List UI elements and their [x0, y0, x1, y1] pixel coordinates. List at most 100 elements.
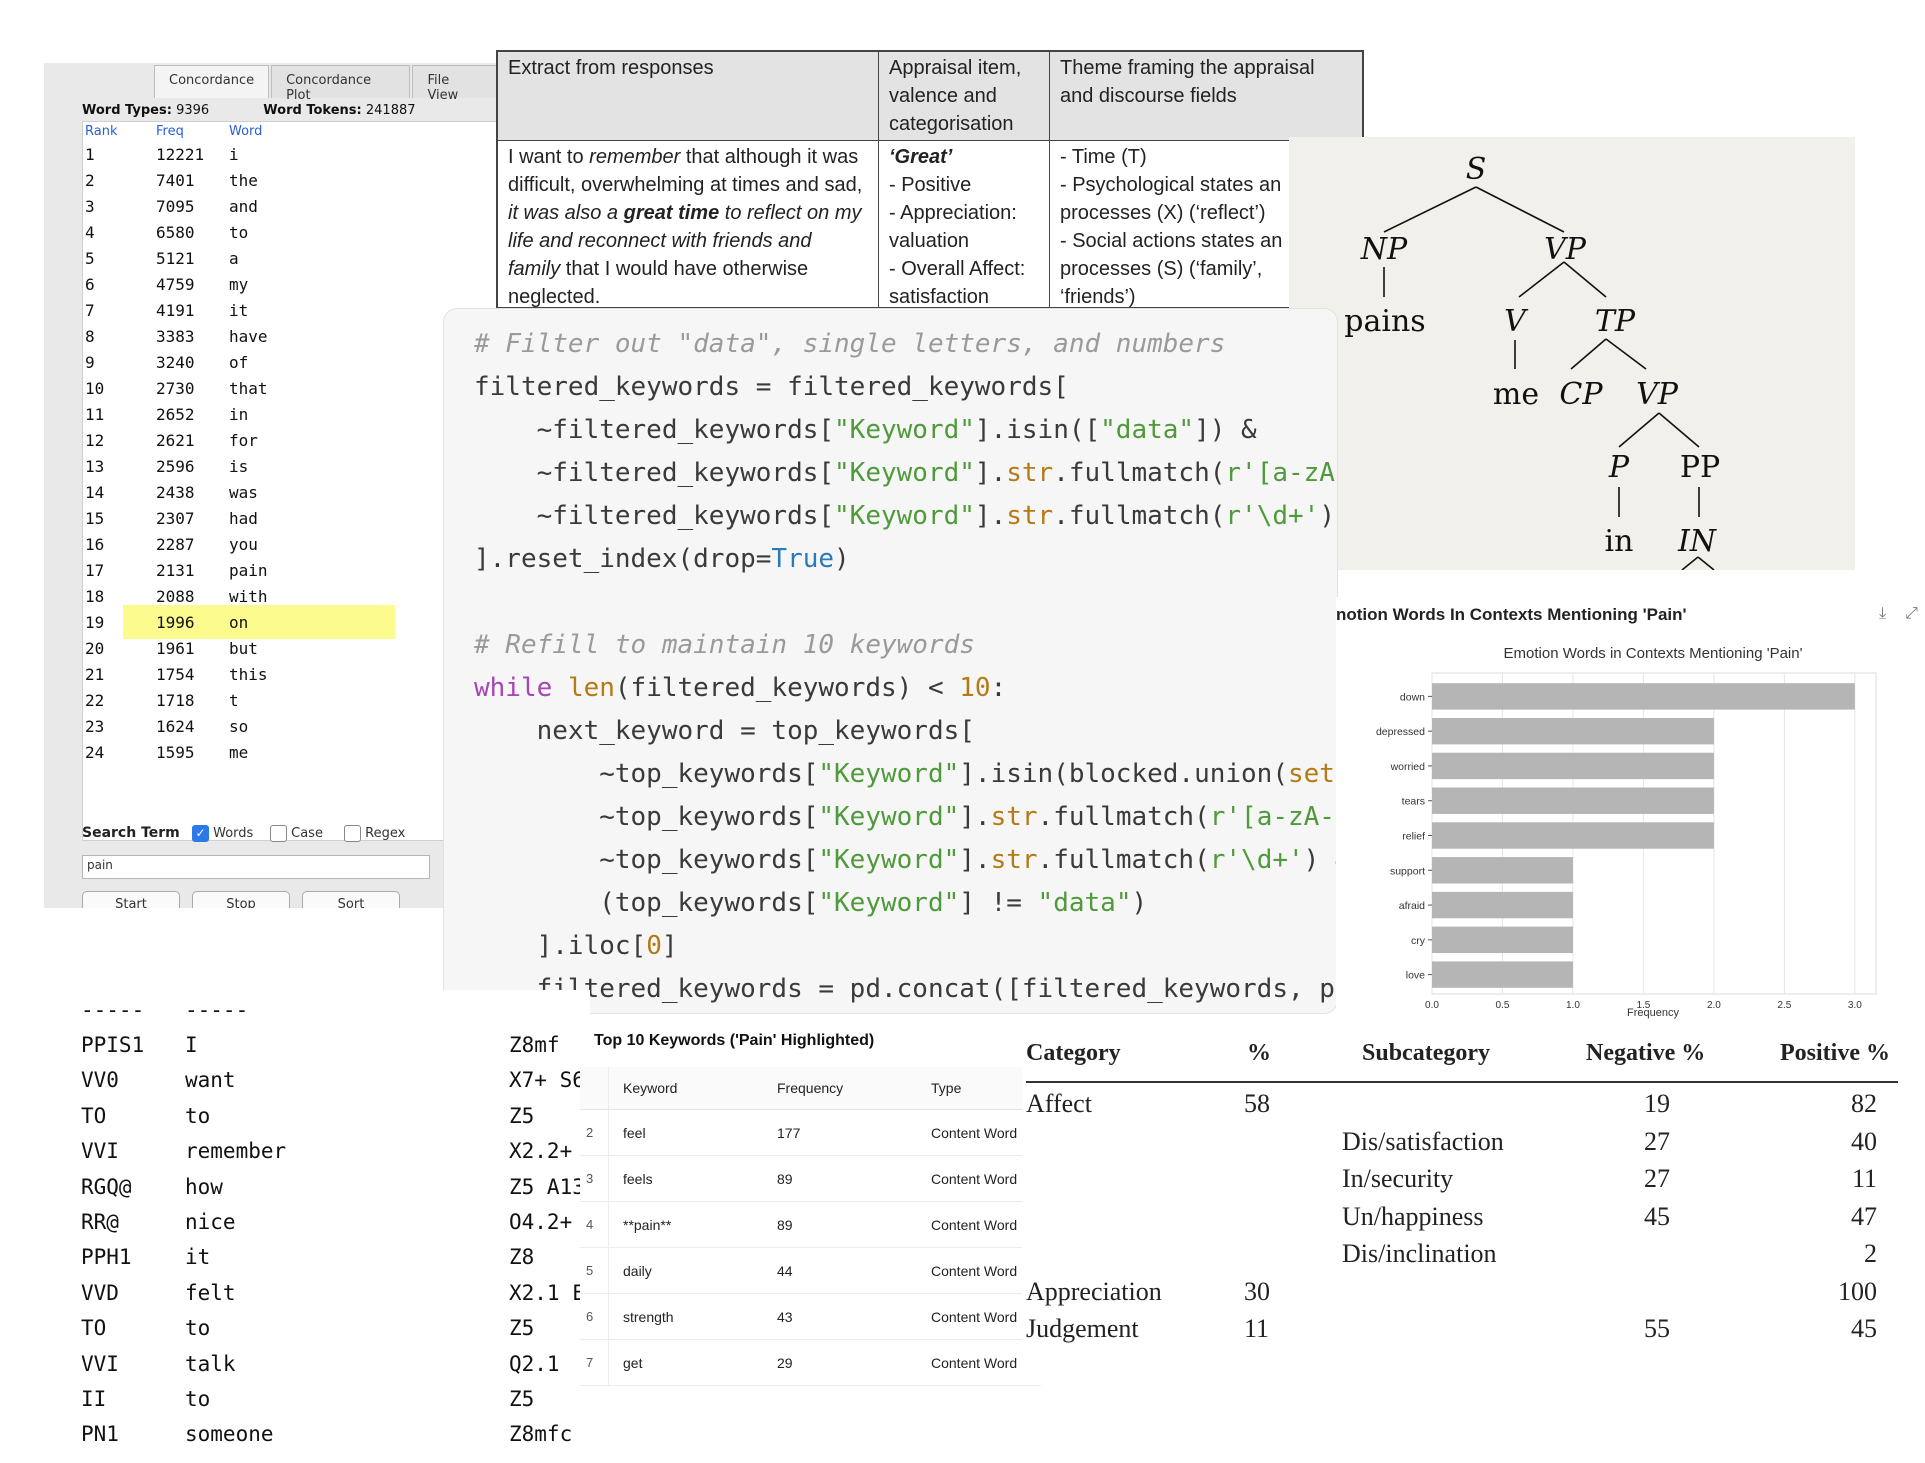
download-icon[interactable]: ⤓: [1879, 603, 1887, 622]
category-sub: Dis/inclination: [1342, 1239, 1497, 1268]
words-option[interactable]: ✓ Words: [192, 825, 253, 842]
word-list-row[interactable]: 7 4191 it: [83, 299, 493, 325]
column-rank[interactable]: Rank: [85, 124, 118, 139]
word-list-row[interactable]: 17 2131 pain: [83, 559, 493, 585]
bar[interactable]: [1432, 717, 1714, 745]
cell-freq: 1961: [156, 639, 195, 658]
cell-freq: 5121: [156, 249, 195, 268]
word-list[interactable]: Rank Freq Word 1 12221 i 2 7401 the 3 7095 and 4 6…: [82, 121, 499, 841]
table-row[interactable]: 3 feels 89 Content Word: [580, 1155, 1041, 1202]
word-list-row[interactable]: 14 2438 was: [83, 481, 493, 507]
header-category: Category: [1026, 1040, 1121, 1066]
column-word[interactable]: Word: [229, 124, 263, 139]
table-row[interactable]: 5 daily 44 Content Word: [580, 1247, 1041, 1294]
word-tokens-value: 241887: [365, 103, 416, 118]
y-tick-label: down: [1400, 691, 1425, 703]
cell-type: Content Word: [917, 1247, 1041, 1294]
bar[interactable]: [1432, 822, 1714, 849]
cell-word: and: [229, 197, 258, 216]
cell-idx: 6: [580, 1293, 609, 1340]
bar[interactable]: [1432, 752, 1714, 780]
words-checkbox[interactable]: ✓: [192, 825, 209, 842]
theme-line: - Psychological states an: [1060, 174, 1282, 196]
header-subcategory: Subcategory: [1362, 1040, 1490, 1066]
word-list-row[interactable]: 24 1595 me: [83, 741, 493, 767]
tagged-sem: Z5: [509, 1387, 535, 1411]
word-list-row[interactable]: 16 2287 you: [83, 533, 493, 559]
word-list-row[interactable]: 21 1754 this: [83, 663, 493, 689]
cell-freq: 2596: [156, 457, 195, 476]
word-list-row[interactable]: 4 6580 to: [83, 221, 493, 247]
cell-freq: 89: [763, 1201, 917, 1248]
extract-text: I want to: [508, 146, 590, 168]
cell-freq: 4191: [156, 301, 195, 320]
word-list-row[interactable]: 10 2730 that: [83, 377, 493, 403]
regex-checkbox[interactable]: [344, 825, 361, 842]
tree-node: V: [1504, 304, 1529, 339]
expand-icon[interactable]: ⤢: [1905, 603, 1918, 622]
word-list-row[interactable]: 15 2307 had: [83, 507, 493, 533]
word-list-row[interactable]: 9 3240 of: [83, 351, 493, 377]
header-rule: [1026, 1081, 1898, 1083]
bar[interactable]: [1432, 891, 1573, 919]
column-type[interactable]: Type: [917, 1067, 1041, 1110]
cell-word: i: [229, 145, 239, 164]
cell-rank: 18: [85, 587, 105, 606]
word-list-row[interactable]: 12 2621 for: [83, 429, 493, 455]
word-list-row[interactable]: 8 3383 have: [83, 325, 493, 351]
word-types-value: 9396: [176, 103, 210, 118]
tagged-sem: Z8mfc: [509, 1422, 573, 1447]
x-tick-label: 1.5: [1636, 1000, 1650, 1011]
column-keyword[interactable]: Keyword: [608, 1067, 763, 1110]
table-row[interactable]: 2 feel 177 Content Word: [580, 1109, 1041, 1156]
word-list-row[interactable]: 13 2596 is: [83, 455, 493, 481]
column-frequency[interactable]: Frequency: [763, 1067, 917, 1110]
cell-word: a: [229, 249, 239, 268]
cell-freq: 1718: [156, 691, 195, 710]
word-list-row[interactable]: 3 7095 and: [83, 195, 493, 221]
table-row[interactable]: 6 strength 43 Content Word: [580, 1293, 1041, 1340]
case-option-label: Case: [291, 826, 323, 841]
word-list-row[interactable]: 2 7401 the: [83, 169, 493, 195]
bar[interactable]: [1432, 787, 1714, 814]
chart-title: Emotion Words in Contexts Mentioning 'Pa…: [1504, 645, 1803, 662]
cell-rank: 17: [85, 561, 105, 580]
table-row[interactable]: 7 get 29 Content Word: [580, 1339, 1041, 1386]
keywords-rows: 2 feel 177 Content Word 3 feels 89 Content Word…: [580, 1109, 1041, 1386]
word-list-row[interactable]: 6 4759 my: [83, 273, 493, 299]
regex-option[interactable]: Regex: [344, 825, 405, 842]
cell-rank: 14: [85, 483, 105, 502]
word-list-row[interactable]: 20 1961 but: [83, 637, 493, 663]
case-option[interactable]: Case: [270, 825, 323, 842]
table-row[interactable]: 4 **pain** 89 Content Word: [580, 1201, 1041, 1248]
word-list-row[interactable]: 19 1996 on: [83, 611, 493, 637]
word-list-row[interactable]: 11 2652 in: [83, 403, 493, 429]
tab-concordance-plot[interactable]: Concordance Plot: [271, 65, 411, 103]
code-block: # Filter out "data", single letters, and…: [443, 308, 1338, 1014]
cell-freq: 2621: [156, 431, 195, 450]
extract-cell: I want to remember that although it was …: [497, 140, 879, 314]
tagged-word: to: [185, 1103, 211, 1128]
bar[interactable]: [1432, 961, 1573, 988]
bar[interactable]: [1432, 857, 1573, 884]
tab-concordance[interactable]: Concordance: [154, 65, 270, 98]
case-checkbox[interactable]: [270, 825, 287, 842]
tagged-text-output: ----- ----- PPIS1 I Z8mf VV0 want X7+ S6 TO to Z…: [0, 990, 590, 1463]
cell-word: on: [229, 613, 249, 632]
word-list-row[interactable]: 22 1718 t: [83, 689, 493, 715]
word-list-row[interactable]: 5 5121 a: [83, 247, 493, 273]
tab-file-view[interactable]: File View: [412, 65, 497, 103]
tagged-tag: PN1: [81, 1422, 119, 1447]
word-list-row[interactable]: 23 1624 so: [83, 715, 493, 741]
cell-freq: 12221: [156, 145, 205, 164]
bar[interactable]: [1432, 926, 1573, 954]
word-list-row[interactable]: 18 2088 with: [83, 585, 493, 611]
word-list-row[interactable]: 1 12221 i: [83, 143, 493, 169]
cell-rank: 15: [85, 509, 105, 528]
cell-freq: 1595: [156, 743, 195, 762]
search-input[interactable]: pain: [82, 855, 430, 879]
bar[interactable]: [1432, 683, 1855, 710]
column-freq[interactable]: Freq: [156, 124, 184, 139]
tagged-sem: Z8: [509, 1245, 535, 1270]
category-sub: Dis/satisfaction: [1342, 1126, 1504, 1156]
